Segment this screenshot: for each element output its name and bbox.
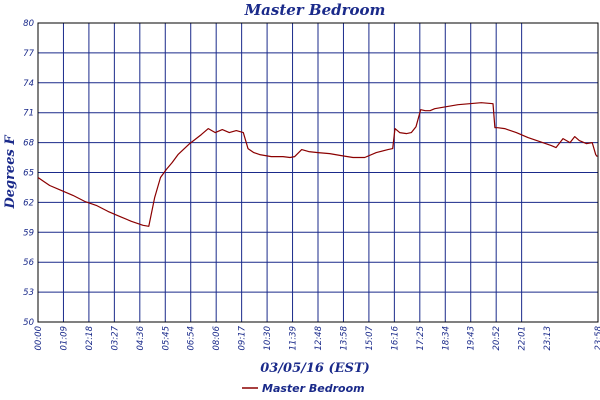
y-tick-label: 50 <box>23 318 34 328</box>
x-tick-label: 11:39 <box>289 326 299 351</box>
series-line <box>37 102 598 227</box>
y-tick-label: 80 <box>23 19 34 29</box>
plot-frame <box>37 22 599 323</box>
x-axis-label: 03/05/16 (EST) <box>260 361 370 376</box>
x-tick-label: 17:25 <box>416 326 426 351</box>
x-tick-label: 23:13 <box>543 326 553 351</box>
x-tick-label: 04:36 <box>136 325 146 350</box>
x-tick-label: 20:52 <box>492 326 502 351</box>
chart-title: Master Bedroom <box>244 1 386 19</box>
y-tick-label: 53 <box>23 288 34 298</box>
x-axis-ticks: 00:00 01:09 02:18 03:27 04:36 05:45 06:54 08:06… <box>34 325 600 350</box>
x-tick-label: 23:58 <box>594 325 600 350</box>
x-tick-label: 19:43 <box>467 326 477 351</box>
x-tick-label: 06:54 <box>187 326 197 351</box>
x-tick-label: 10:30 <box>263 326 273 351</box>
y-tick-label: 65 <box>23 169 34 179</box>
x-tick-label: 08:06 <box>212 325 222 350</box>
y-tick-label: 62 <box>23 198 34 208</box>
x-tick-label: 03:27 <box>110 325 120 350</box>
y-tick-label: 56 <box>23 258 34 268</box>
y-tick-label: 74 <box>23 79 34 89</box>
y-axis-label: Degrees F <box>3 135 18 210</box>
y-axis-ticks: 80 77 74 71 68 65 62 59 56 53 50 <box>23 19 34 328</box>
legend-label: Master Bedroom <box>262 382 365 395</box>
x-tick-label: 12:48 <box>314 325 324 350</box>
x-tick-label: 05:45 <box>161 326 171 351</box>
y-tick-label: 71 <box>23 109 34 119</box>
x-tick-label: 15:07 <box>365 325 375 350</box>
y-tick-label: 59 <box>23 228 34 238</box>
x-tick-label: 01:09 <box>59 326 69 351</box>
legend: Master Bedroom <box>242 382 365 395</box>
grid-lines <box>38 22 598 323</box>
x-tick-label: 18:34 <box>441 326 451 351</box>
x-tick-label: 09:17 <box>238 325 248 350</box>
y-tick-label: 77 <box>23 49 34 59</box>
x-tick-label: 22:01 <box>518 326 528 351</box>
x-tick-label: 00:00 <box>34 326 44 351</box>
x-tick-label: 13:58 <box>339 325 349 350</box>
y-tick-label: 68 <box>23 139 34 149</box>
x-tick-label: 02:18 <box>85 325 95 350</box>
series-layer <box>37 102 598 227</box>
x-tick-label: 16:16 <box>390 325 400 350</box>
